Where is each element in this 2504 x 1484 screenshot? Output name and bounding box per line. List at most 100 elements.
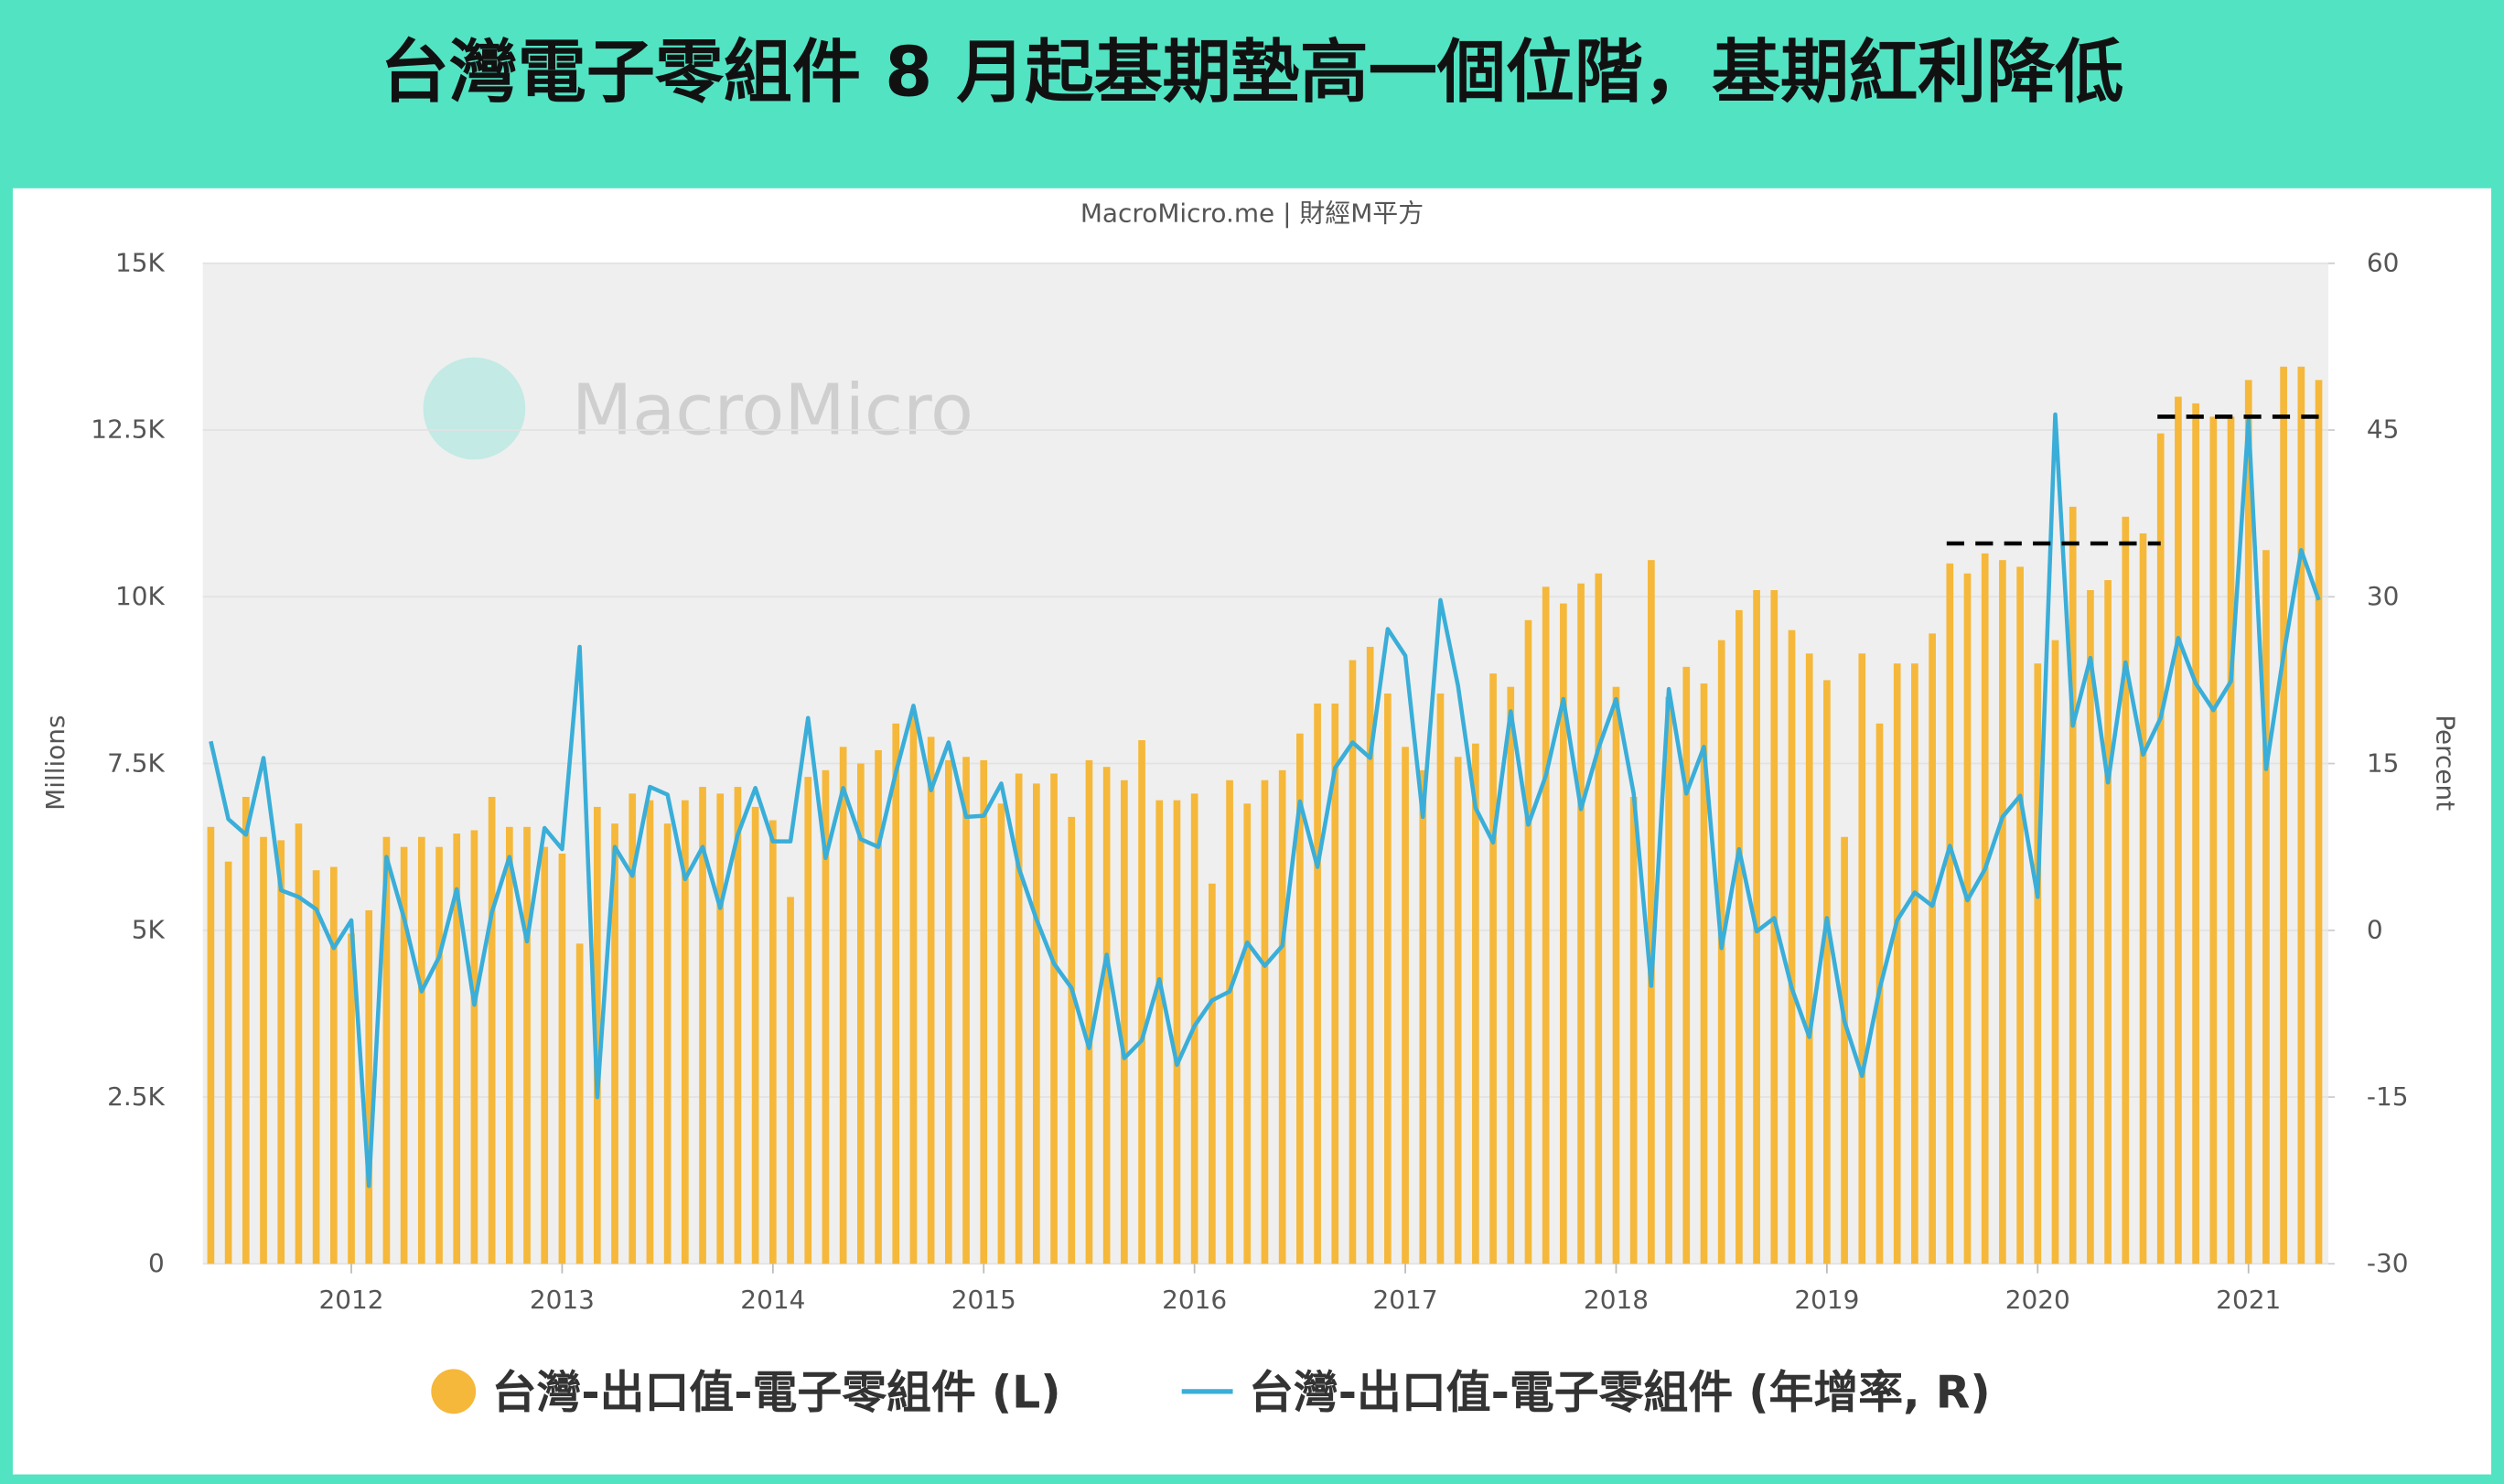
legend-marker [431, 1369, 477, 1414]
bar [857, 763, 865, 1264]
bar [1155, 800, 1164, 1264]
legend-label: 台灣-出口值-電子零組件 (年增率, R) [1249, 1366, 1991, 1418]
bar [1173, 800, 1181, 1264]
bar [295, 823, 303, 1264]
bar [1138, 740, 1145, 1264]
bar [945, 759, 952, 1264]
x-tick-label: 2021 [2216, 1285, 2281, 1315]
bar [2016, 566, 2024, 1264]
y2-tick-label: -15 [2367, 1081, 2409, 1112]
bar [768, 820, 777, 1264]
line [209, 412, 2321, 1188]
bar [787, 897, 794, 1264]
bar [1278, 769, 1286, 1264]
bar [1384, 693, 1392, 1264]
bar [1858, 653, 1866, 1264]
bar [822, 769, 830, 1264]
bar [1648, 560, 1655, 1264]
bar [1507, 686, 1515, 1264]
y-tick-label: 7.5K [107, 747, 165, 778]
bar [2034, 663, 2042, 1264]
bar [1121, 780, 1128, 1264]
bar [1454, 757, 1462, 1264]
bar [435, 846, 443, 1264]
bar [699, 787, 706, 1264]
bar [2175, 396, 2182, 1264]
bar [2139, 533, 2147, 1264]
bar [1489, 673, 1497, 1264]
y-tick-label: 5K [132, 915, 166, 945]
bar [875, 749, 882, 1264]
bar [997, 803, 1005, 1264]
bar [329, 866, 338, 1264]
bar [1841, 836, 1848, 1264]
bar [1296, 733, 1304, 1264]
bar [892, 723, 900, 1264]
bar [575, 943, 584, 1264]
bar [2209, 416, 2218, 1264]
y-tick-label: 0 [148, 1248, 165, 1278]
bar [1436, 693, 1445, 1264]
y-tick-label: 12.5K [91, 414, 165, 445]
bar [1911, 663, 1918, 1264]
bar [734, 787, 742, 1264]
bar [1102, 767, 1111, 1264]
bar [224, 861, 232, 1264]
bar [1542, 586, 1550, 1264]
y2-tick-label: -30 [2367, 1248, 2409, 1278]
bar [1209, 883, 1216, 1264]
bar [488, 796, 496, 1264]
bar [312, 870, 320, 1264]
bar [260, 836, 267, 1264]
x-tick-label: 2014 [740, 1285, 805, 1315]
bar [1788, 629, 1796, 1264]
bar [1700, 683, 1708, 1264]
y-tick-label: 10K [115, 581, 166, 611]
bar [1402, 747, 1409, 1264]
bar [962, 757, 970, 1264]
bar [382, 836, 391, 1264]
bar [1033, 783, 1040, 1264]
bar [927, 737, 935, 1264]
x-tick-label: 2018 [1584, 1285, 1649, 1315]
bar [417, 836, 425, 1264]
bar [2280, 366, 2287, 1264]
bar [541, 846, 549, 1264]
watermark: MacroMicro [572, 370, 973, 451]
bar [1595, 573, 1603, 1264]
bar [2297, 366, 2305, 1264]
bar [1472, 743, 1479, 1264]
y2-tick-label: 60 [2367, 248, 2400, 278]
bar [2262, 550, 2270, 1264]
bar [2244, 380, 2252, 1264]
bar [1981, 553, 1989, 1264]
bar [1524, 619, 1532, 1264]
bar [1068, 816, 1076, 1264]
bar [2156, 433, 2165, 1264]
y2-tick-label: 0 [2367, 915, 2383, 945]
y-tick-label: 15K [115, 248, 166, 278]
bar [1331, 703, 1339, 1264]
bar [1770, 589, 1779, 1264]
bar [1665, 696, 1672, 1264]
bar [365, 909, 373, 1264]
chart-title: 台灣電子零組件 8 月起基期墊高一個位階，基期紅利降低 [381, 32, 2124, 113]
bar [593, 806, 601, 1264]
bar [1015, 773, 1023, 1264]
bar [663, 823, 672, 1264]
bar [1963, 573, 1972, 1264]
bar [2104, 580, 2112, 1264]
bar [1629, 796, 1638, 1264]
bar [1560, 603, 1567, 1264]
bar [1085, 759, 1093, 1264]
bar [558, 853, 566, 1264]
x-tick-label: 2015 [951, 1285, 1016, 1315]
y-axis-title: Millions [40, 715, 70, 810]
bar [980, 759, 988, 1264]
bar [470, 830, 478, 1264]
bar [505, 826, 513, 1264]
bar [1226, 780, 1233, 1264]
x-tick-label: 2012 [318, 1285, 383, 1315]
bar [1893, 663, 1901, 1264]
bar [2122, 516, 2130, 1264]
